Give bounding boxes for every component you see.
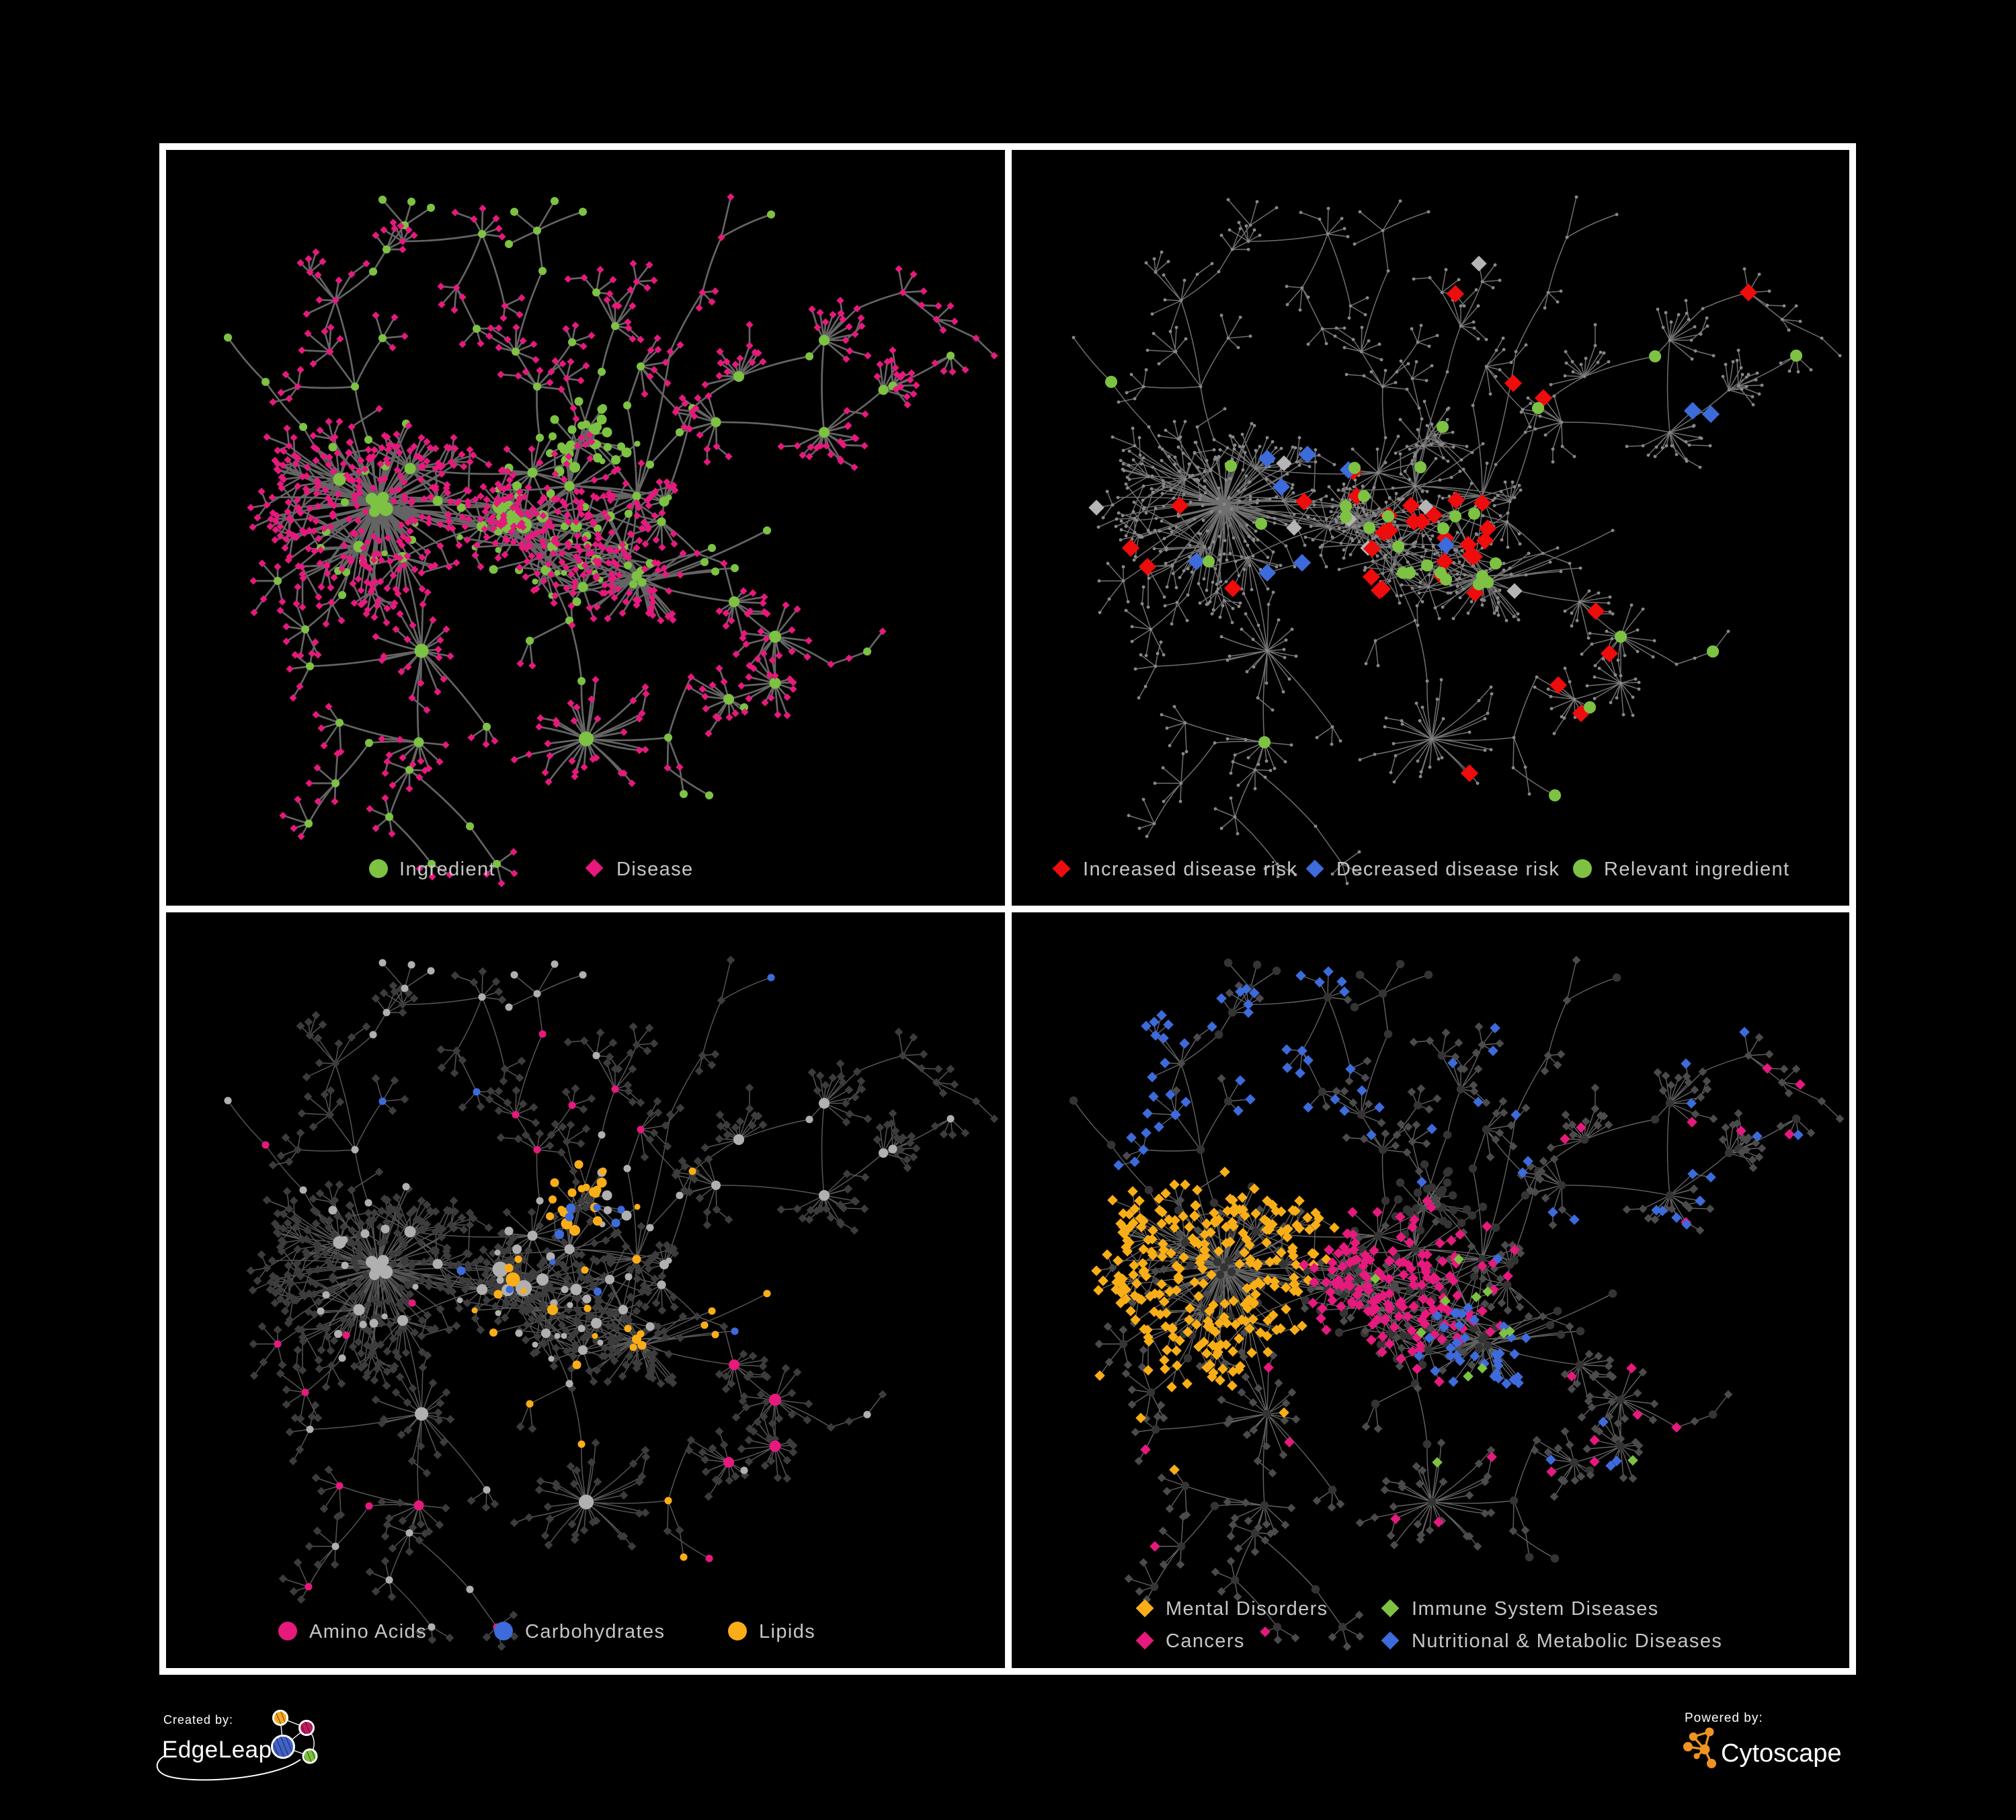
svg-text:Decreased disease risk: Decreased disease risk (1336, 859, 1560, 880)
svg-text:EdgeLeap: EdgeLeap (162, 1737, 272, 1763)
svg-text:Cytoscape: Cytoscape (1721, 1739, 1842, 1768)
svg-text:Cancers: Cancers (1166, 1630, 1245, 1652)
svg-text:Ingredient: Ingredient (399, 859, 495, 880)
svg-text:Relevant ingredient: Relevant ingredient (1604, 859, 1789, 880)
svg-text:Nutritional & Metabolic Diseas: Nutritional & Metabolic Diseases (1412, 1630, 1722, 1652)
svg-text:Mental Disorders: Mental Disorders (1166, 1598, 1328, 1620)
svg-text:Lipids: Lipids (759, 1621, 815, 1643)
svg-text:Carbohydrates: Carbohydrates (525, 1621, 665, 1643)
svg-text:Amino Acids: Amino Acids (309, 1621, 427, 1643)
svg-text:Created by:: Created by: (163, 1713, 233, 1727)
svg-text:Disease: Disease (616, 859, 694, 880)
svg-text:Immune System Diseases: Immune System Diseases (1412, 1598, 1659, 1620)
svg-text:Powered by:: Powered by: (1685, 1711, 1763, 1725)
svg-text:Increased disease risk: Increased disease risk (1083, 859, 1297, 880)
